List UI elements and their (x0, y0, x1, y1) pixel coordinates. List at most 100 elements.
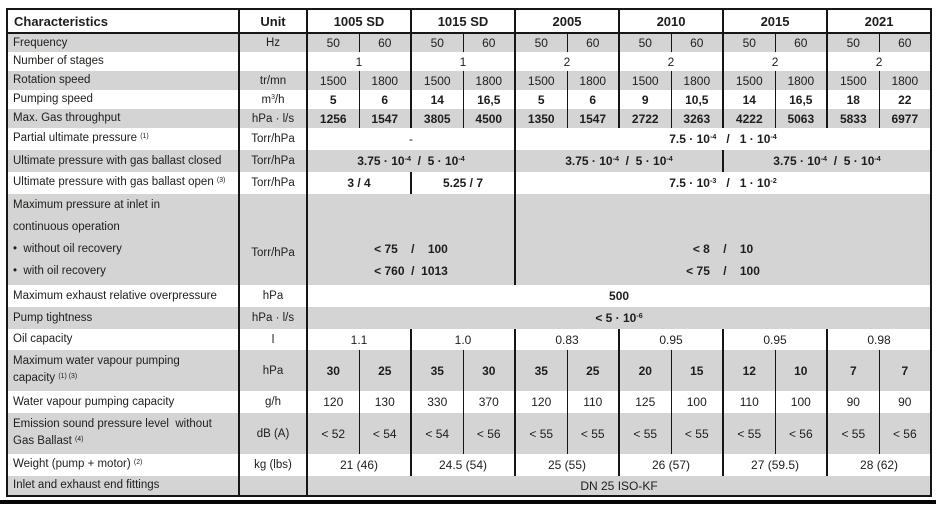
value-cell: 1800 (567, 71, 621, 90)
value-cell: 2 (723, 52, 829, 71)
table-row-ballast-open: Ultimate pressure with gas ballast open … (7, 172, 932, 194)
value-cell: 14 (411, 90, 464, 109)
value-cell: < 55 (827, 413, 880, 454)
unit-cell (239, 476, 308, 496)
model-header: 1005 SD (307, 9, 412, 34)
row-label: Weight (pump + motor) (2) (7, 454, 240, 476)
value-cell: 7.5 · 10-4 / 1 · 10-4 (669, 132, 777, 146)
value-cell: 1800 (671, 71, 725, 90)
value-cell: 50 (723, 33, 776, 52)
value-cell: 1500 (827, 71, 880, 90)
value-cell: 2 (875, 54, 883, 69)
unit-cell: l (239, 329, 308, 350)
value-cell: 60 (671, 33, 725, 52)
value-cell: 330 (411, 391, 464, 413)
table-row-pumping-speed: Pumping speed m3/h 5 6 14 16,5 5 6 9 10,5 14 16,5 18… (7, 90, 932, 109)
unit-cell: Torr/hPa (239, 128, 308, 150)
value-cell: 24.5 (54) (411, 454, 516, 476)
value-cell: < 5 · 10-6 (595, 311, 643, 325)
value-cell: 5.25 / 7 (411, 172, 516, 194)
value-cell: 90 (827, 391, 880, 413)
value-cell: 20 (619, 350, 672, 391)
value-cell: < 56 (463, 413, 516, 454)
value-cell: 14 (723, 90, 776, 109)
value-cell: 3 / 4 (307, 172, 412, 194)
value-cell: < 56 (775, 413, 829, 454)
value-cell: < 55 (567, 413, 621, 454)
value-cell: < 8 / 10 < 75 / 100 (686, 242, 760, 278)
value-cell: 110 (723, 391, 776, 413)
row-label: Maximum pressure at inlet in continuous o… (7, 194, 240, 285)
value-cell: 0.95 (619, 329, 725, 350)
unit-cell: Torr/hPa (239, 150, 308, 172)
value-cell: 7 (827, 350, 880, 391)
value-cell: 50 (827, 33, 880, 52)
row-label: Maximum water vapour pumping capacity (1)… (7, 350, 240, 391)
table-row-rotation-speed: Rotation speed tr/mn 1500 1800 1500 1800 1500 1… (7, 71, 932, 90)
table-row-max-water-vapour: Maximum water vapour pumping capacity (1)… (7, 350, 932, 391)
value-cell: 28 (62) (860, 458, 899, 472)
value-cell: 1500 (411, 71, 464, 90)
value-cell: 35 (411, 350, 464, 391)
model-header: 2021 (827, 9, 932, 34)
value-cell: 10,5 (671, 90, 725, 109)
value-cell: < 52 (307, 413, 360, 454)
value-cell: 26 (57) (619, 454, 725, 476)
value-cell: 7.5 · 10-3 / 1 · 10-2 (669, 176, 777, 190)
value-cell: 50 (307, 33, 360, 52)
value-cell: DN 25 ISO-KF (580, 478, 658, 493)
unit-cell: Torr/hPa (239, 194, 308, 285)
value-cell: 1.0 (411, 329, 516, 350)
unit-cell (239, 52, 308, 71)
value-cell: 2 (515, 52, 621, 71)
value-cell: 1800 (463, 71, 516, 90)
value-cell: 22 (898, 92, 912, 107)
value-cell: 7 (901, 363, 909, 378)
value-cell: 1256 (307, 109, 360, 128)
table-row-inlet-pressure: Maximum pressure at inlet in continuous o… (7, 194, 932, 285)
value-cell: 1500 (515, 71, 568, 90)
footnote-ref: (1) (140, 132, 149, 140)
table-row-water-vapour-capacity: Water vapour pumping capacity g/h 120 130 33… (7, 391, 932, 413)
table-row-frequency: Frequency Hz 50 60 50 60 50 60 50 60 50 60 50 60 (7, 33, 932, 52)
value-cell: 370 (463, 391, 516, 413)
header-row: Characteristics Unit 1005 SD 1015 SD 2005 2… (7, 9, 932, 34)
value-cell: 1500 (307, 71, 360, 90)
footnote-ref: (3) (216, 176, 226, 184)
value-cell: 5 (307, 90, 360, 109)
unit-cell: tr/mn (239, 71, 308, 90)
table-row-max-gas-throughput: Max. Gas throughput hPa · l/s 1256 1547 3805… (7, 109, 932, 128)
row-label: Pump tightness (7, 307, 240, 329)
row-label: Rotation speed (7, 71, 240, 90)
row-label: Water vapour pumping capacity (7, 391, 240, 413)
model-header: 2005 (515, 9, 621, 34)
value-cell: 35 (515, 350, 568, 391)
value-cell: 0.98 (867, 332, 891, 347)
row-label: Max. Gas throughput (7, 109, 240, 128)
table-row-stages: Number of stages 1 1 2 2 2 2 (7, 52, 932, 71)
model-header: 2015 (723, 9, 829, 34)
value-cell: 25 (567, 350, 621, 391)
unit-cell: hPa · l/s (239, 307, 308, 329)
value-cell: 1350 (515, 109, 568, 128)
value-cell: < 75 / 100 < 760 / 1013 (307, 194, 516, 285)
value-cell: < 54 (359, 413, 412, 454)
value-cell: 25 (359, 350, 412, 391)
page-rule (0, 500, 936, 504)
table-row-pump-tightness: Pump tightness hPa · l/s < 5 · 10-6 (7, 307, 932, 329)
table-row-partial-ultimate-pressure: Partial ultimate pressure (1) Torr/hPa - 7.… (7, 128, 932, 150)
value-cell: 1 (411, 52, 516, 71)
value-cell: 16,5 (775, 90, 829, 109)
value-cell: < 55 (619, 413, 672, 454)
value-cell: 30 (463, 350, 516, 391)
unit-cell: Torr/hPa (239, 172, 308, 194)
value-cell: 130 (359, 391, 412, 413)
row-label: Emission sound pressure level without Gas… (7, 413, 240, 454)
value-cell: < 56 (892, 426, 917, 441)
value-cell: 90 (898, 395, 912, 409)
value-cell: 2 (619, 52, 725, 71)
value-cell: 1547 (567, 109, 621, 128)
table-row-emission-sound: Emission sound pressure level without Gas… (7, 413, 932, 454)
row-label: Maximum exhaust relative overpressure (7, 285, 240, 307)
value-cell: 27 (59.5) (723, 454, 829, 476)
